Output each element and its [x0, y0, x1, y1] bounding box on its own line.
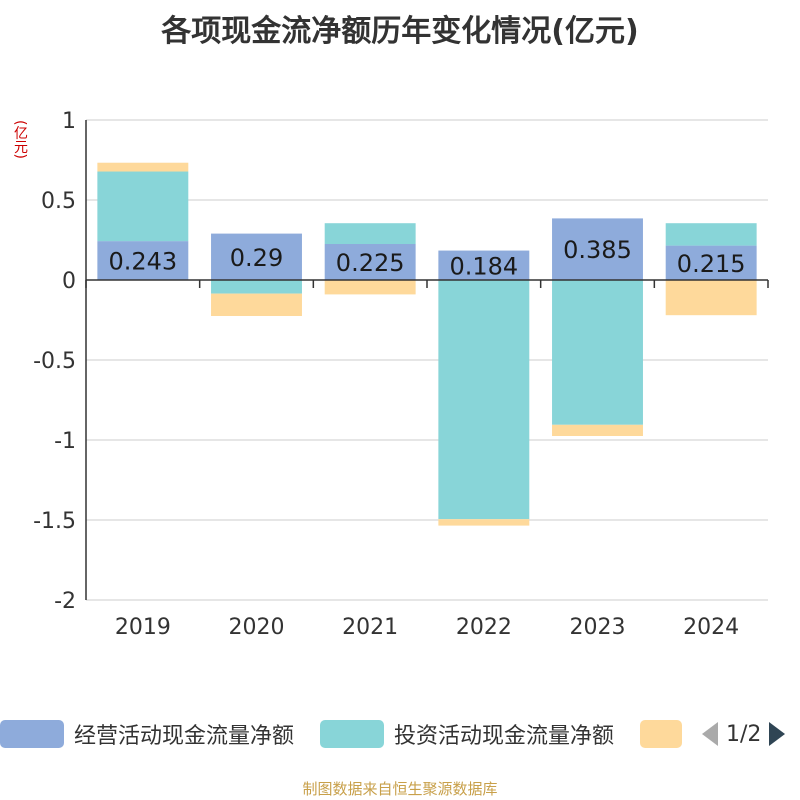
legend-pager: 1/2 [700, 716, 787, 752]
bar-segment-2 [665, 223, 757, 246]
y-tick-label: -1.5 [33, 509, 76, 534]
stacked-bar-chart: 1 0.5 0 -0.5 -1 -1.5 -2 0.243 2019 0.29 2020 0.225 2… [33, 109, 769, 640]
bar-segment-1 [324, 244, 416, 280]
x-tick-label: 2023 [570, 615, 626, 640]
bar-segment-3 [438, 519, 530, 526]
chart-title: 各项现金流净额历年变化情况(亿元) [161, 14, 639, 49]
legend-label-operating: 经营活动现金流量净额 [74, 724, 295, 749]
bar-segment-2 [552, 280, 643, 425]
x-tick-label: 2020 [229, 615, 285, 640]
legend: 经营活动现金流量净额 投资活动现金流量净额 [0, 716, 800, 752]
bar-segment-2 [97, 171, 189, 242]
y-tick-label: 1 [62, 109, 76, 134]
y-tick-label: -1 [54, 429, 76, 454]
y-tick-label: -0.5 [33, 349, 76, 374]
bar-segment-1 [211, 233, 302, 280]
bar-segment-1 [552, 218, 643, 280]
legend-swatch-operating [0, 720, 64, 748]
bar-segment-3 [97, 162, 189, 172]
bar-segment-2 [324, 223, 416, 244]
data-label: 0.215 [677, 250, 746, 278]
data-label: 0.385 [563, 236, 632, 264]
bar-segment-1 [665, 245, 757, 280]
data-label: 0.184 [449, 252, 518, 280]
x-tick-label: 2022 [456, 615, 512, 640]
bar-segment-2 [438, 280, 530, 520]
bar-segment-3 [324, 280, 416, 295]
legend-swatch-investing [320, 720, 384, 748]
bar-segment-3 [552, 424, 643, 436]
y-tick-label: 0 [62, 269, 76, 294]
bar-segment-1 [438, 250, 530, 280]
x-tick-label: 2024 [683, 615, 739, 640]
bar-segment-3 [211, 293, 302, 316]
y-tick-label: 0.5 [41, 189, 76, 214]
y-tick-label: -2 [54, 589, 76, 614]
bar-segment-1 [97, 241, 189, 280]
x-tick-label: 2021 [342, 615, 398, 640]
prev-page-icon[interactable] [700, 720, 720, 748]
x-tick-label: 2019 [115, 615, 171, 640]
legend-swatch-financing [640, 720, 682, 748]
legend-page-indicator: 1/2 [726, 721, 762, 747]
data-label: 0.29 [230, 244, 283, 272]
data-label: 0.225 [336, 249, 405, 277]
data-source: 制图数据来自恒生聚源数据库 [302, 780, 498, 798]
y-axis-unit: (亿元) [12, 120, 28, 159]
legend-item-operating[interactable]: 经营活动现金流量净额 [0, 716, 294, 752]
legend-label-investing: 投资活动现金流量净额 [394, 724, 615, 749]
next-page-icon[interactable] [767, 720, 787, 748]
bar-segment-3 [665, 280, 757, 316]
bar-segment-2 [211, 280, 302, 294]
legend-item-financing[interactable] [640, 716, 682, 752]
data-label: 0.243 [108, 248, 177, 276]
legend-item-investing[interactable]: 投资活动现金流量净额 [320, 716, 614, 752]
